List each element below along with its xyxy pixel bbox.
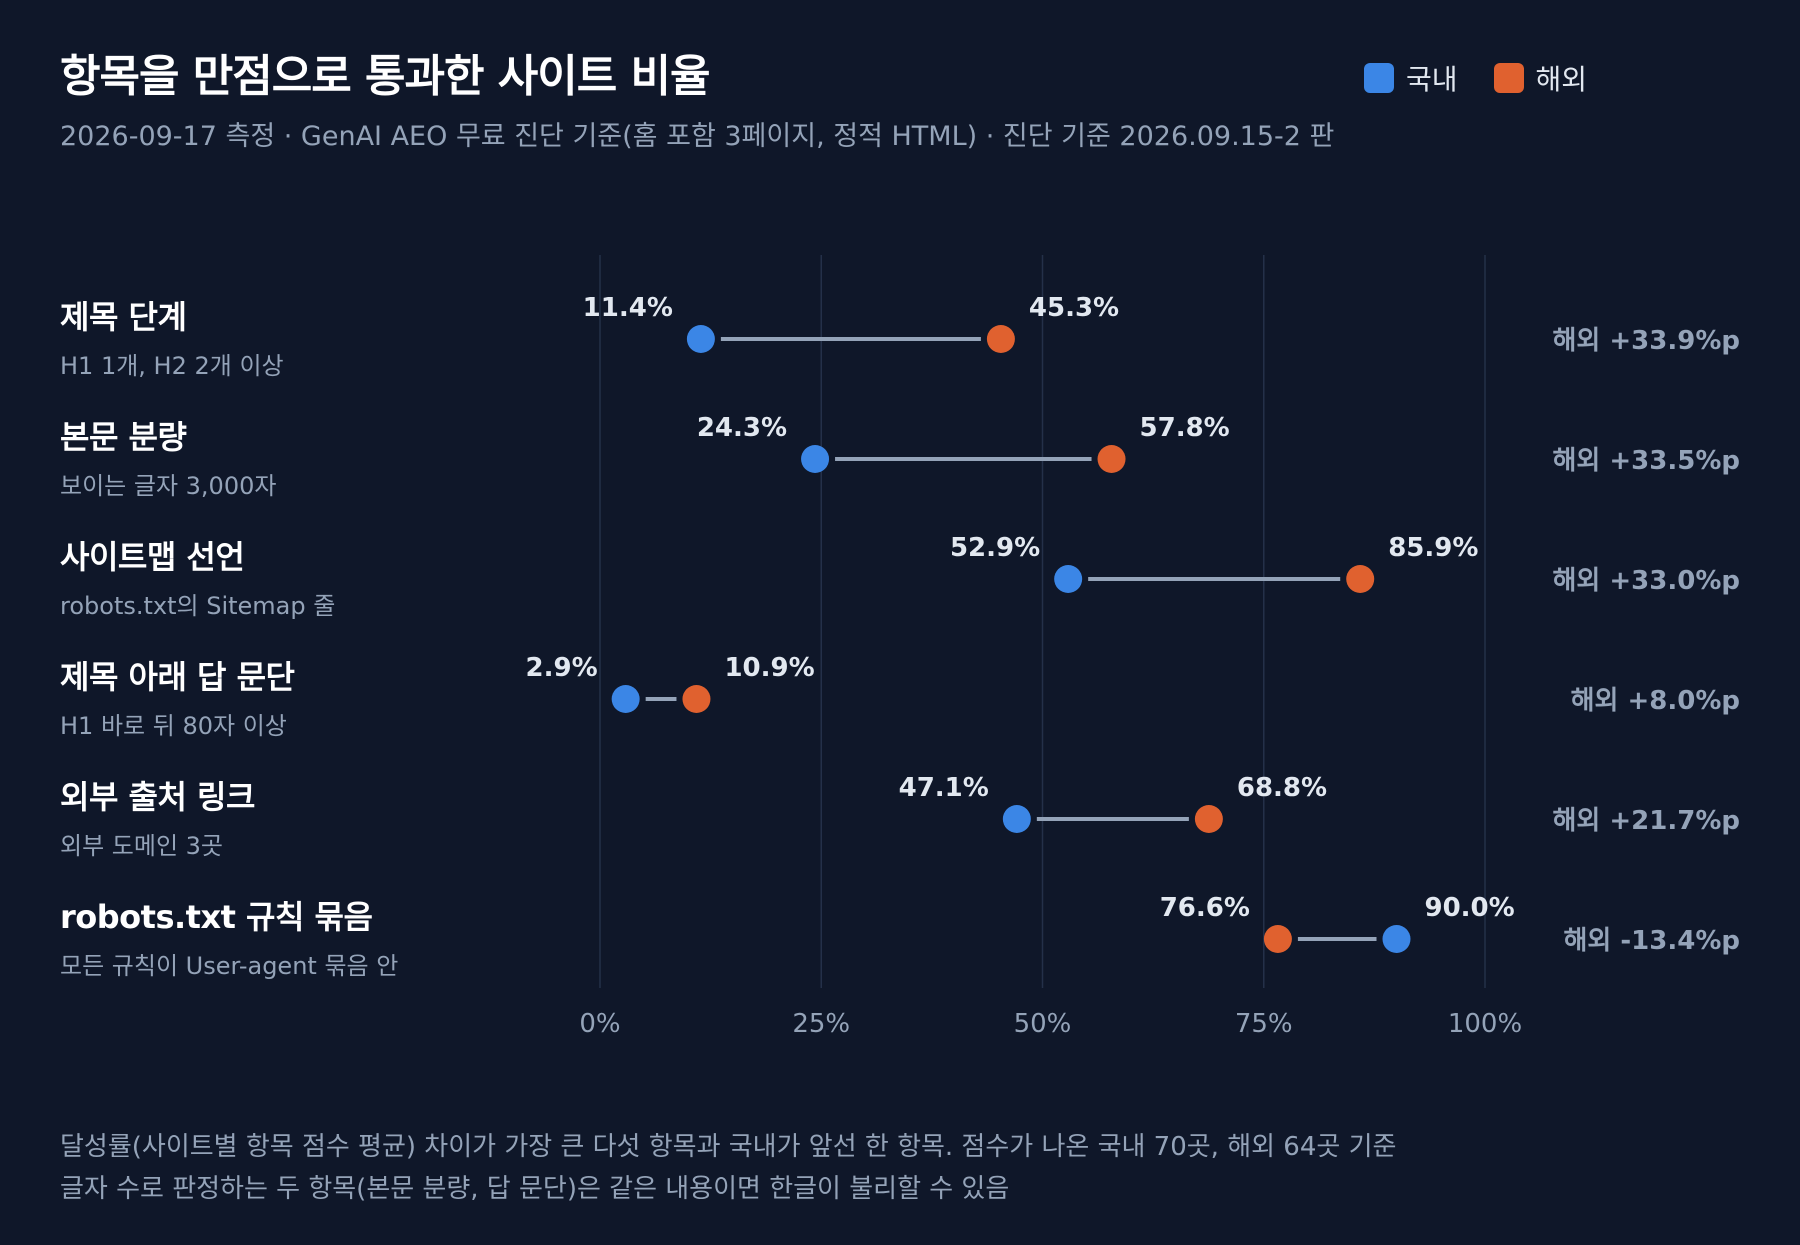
overseas-point — [1097, 445, 1126, 473]
footnote-line-2: 글자 수로 판정하는 두 항목(본문 분량, 답 문단)은 같은 내용이면 한글… — [60, 1174, 1010, 1204]
domestic-value-label: 2.9% — [526, 653, 598, 683]
footnote: 달성률(사이트별 항목 점수 평균) 차이가 가장 큰 다섯 항목과 국내가 앞… — [60, 1126, 1396, 1210]
row-label: 제목 아래 답 문단 H1 바로 뒤 80자 이상 — [60, 652, 295, 741]
domestic-value-label: 52.9% — [950, 533, 1040, 563]
difference-label: 해외 +33.9%p — [1553, 326, 1741, 356]
row-label: 외부 출처 링크 외부 도메인 3곳 — [60, 772, 255, 861]
overseas-value-label: 76.6% — [1160, 893, 1250, 923]
chart-subtitle: 2026-09-17 측정 · GenAI AEO 무료 진단 기준(홈 포함 … — [60, 121, 1335, 152]
row-name: 사이트맵 선언 — [60, 538, 245, 576]
x-tick-label: 100% — [1448, 1009, 1522, 1039]
overseas-value-label: 85.9% — [1388, 533, 1478, 563]
legend-item-overseas: 해외 — [1493, 58, 1588, 98]
row-name: 외부 출처 링크 — [60, 778, 255, 816]
overseas-value-label: 45.3% — [1029, 293, 1119, 323]
domestic-point — [686, 325, 715, 353]
overseas-value-label: 10.9% — [724, 653, 814, 683]
footnote-line-1: 달성률(사이트별 항목 점수 평균) 차이가 가장 큰 다섯 항목과 국내가 앞… — [60, 1132, 1397, 1162]
x-tick-label: 25% — [792, 1009, 850, 1039]
domestic-point — [801, 445, 830, 473]
domestic-point — [1002, 805, 1031, 833]
domestic-value-label: 90.0% — [1425, 893, 1515, 923]
x-tick-label: 50% — [1014, 1009, 1072, 1039]
x-tick-label: 0% — [579, 1009, 620, 1039]
overseas-point — [1346, 565, 1375, 593]
domestic-point — [1054, 565, 1083, 593]
legend-swatch-domestic — [1364, 63, 1394, 93]
row-sub: robots.txt의 Sitemap 줄 — [60, 592, 336, 620]
row-label: 본문 분량 보이는 글자 3,000자 — [60, 412, 276, 501]
legend-label-domestic: 국내 — [1406, 63, 1458, 96]
domestic-value-label: 11.4% — [583, 293, 673, 323]
domestic-value-label: 24.3% — [697, 413, 787, 443]
domestic-value-label: 47.1% — [899, 773, 989, 803]
overseas-point — [682, 685, 711, 713]
row-name: 본문 분량 — [60, 418, 187, 456]
legend: 국내 해외 — [1364, 58, 1623, 98]
x-tick-label: 75% — [1235, 1009, 1293, 1039]
row-sub: H1 1개, H2 2개 이상 — [60, 352, 284, 380]
row-name: 제목 아래 답 문단 — [60, 658, 295, 696]
overseas-point — [1263, 925, 1292, 953]
legend-swatch-overseas — [1493, 63, 1524, 93]
row-sub: 모든 규칙이 User-agent 묶음 안 — [60, 952, 399, 980]
domestic-point — [1382, 925, 1411, 953]
row-label: 제목 단계 H1 1개, H2 2개 이상 — [60, 292, 284, 381]
row-label: 사이트맵 선언 robots.txt의 Sitemap 줄 — [60, 532, 335, 621]
legend-item-domestic: 국내 — [1364, 58, 1458, 98]
overseas-value-label: 57.8% — [1140, 413, 1230, 443]
difference-label: 해외 -13.4%p — [1564, 926, 1741, 956]
row-sub: 보이는 글자 3,000자 — [60, 472, 277, 500]
row-label: robots.txt 규칙 묶음 모든 규칙이 User-agent 묶음 안 — [60, 892, 398, 981]
chart-title: 항목을 만점으로 통과한 사이트 비율 — [60, 51, 710, 102]
domestic-point — [611, 685, 640, 713]
overseas-point — [986, 325, 1015, 353]
row-name: robots.txt 규칙 묶음 — [60, 898, 373, 936]
row-name: 제목 단계 — [60, 298, 187, 336]
difference-label: 해외 +33.5%p — [1553, 446, 1741, 476]
overseas-point — [1194, 805, 1223, 833]
row-sub: H1 바로 뒤 80자 이상 — [60, 712, 287, 740]
overseas-value-label: 68.8% — [1237, 773, 1327, 803]
difference-label: 해외 +21.7%p — [1553, 806, 1741, 836]
difference-label: 해외 +8.0%p — [1571, 686, 1740, 716]
row-sub: 외부 도메인 3곳 — [60, 832, 224, 860]
difference-label: 해외 +33.0%p — [1553, 566, 1741, 596]
legend-label-overseas: 해외 — [1535, 63, 1588, 96]
